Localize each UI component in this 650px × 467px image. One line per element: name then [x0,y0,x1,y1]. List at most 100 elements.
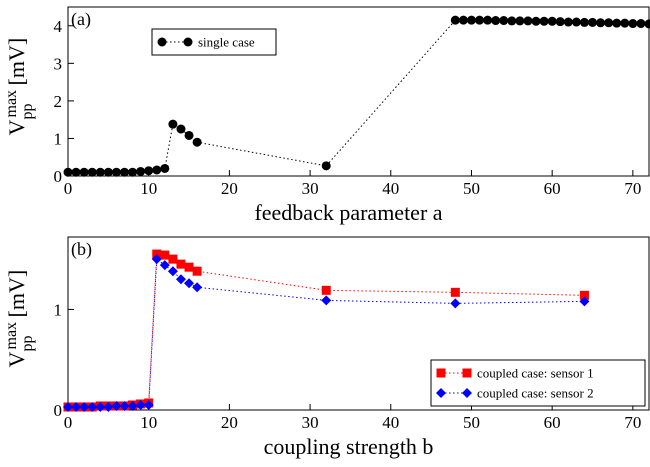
marker [192,282,203,293]
marker [151,254,162,265]
x-tick-label: 0 [64,413,73,432]
x-tick-label: 70 [624,413,641,432]
marker [168,119,178,129]
marker [515,16,525,26]
y-axis-label-base: V [4,352,29,368]
marker [499,16,509,26]
marker [636,19,646,29]
x-tick-label: 50 [463,179,480,198]
y-axis-label-sup: max [3,322,20,350]
marker [539,16,549,26]
marker [63,167,73,177]
marker [531,16,541,26]
marker [111,400,122,411]
y-axis-label-sub: pp [19,104,36,120]
x-tick-label: 10 [140,179,157,198]
marker [79,401,90,412]
marker [462,368,472,378]
marker [175,274,186,285]
marker [620,18,630,28]
marker [95,401,106,412]
panel-label: (b) [71,239,92,260]
marker [483,15,493,25]
marker [604,18,614,28]
marker [184,278,195,289]
marker [176,259,186,269]
marker [436,388,446,398]
x-axis-label: coupling strength b [264,434,434,459]
plot-frame [67,236,650,411]
marker [183,37,193,47]
marker [184,262,194,272]
marker [103,167,113,177]
marker [71,401,82,412]
legend-label: single case [198,35,255,50]
marker [160,250,170,260]
y-axis-label-unit: [mV] [4,270,29,318]
marker [507,16,517,26]
legend-label: coupled case: sensor 1 [477,366,594,381]
marker [157,37,167,47]
marker [579,296,590,307]
y-tick-label: 0 [54,167,63,186]
x-tick-label: 40 [382,413,399,432]
x-tick-label: 30 [302,413,319,432]
marker [450,287,460,297]
marker [192,266,202,276]
marker [475,15,485,25]
marker [555,17,565,27]
legend-box [151,28,277,56]
marker [491,16,501,26]
marker [579,17,589,27]
marker [152,165,162,175]
marker [152,249,162,259]
marker [450,15,460,25]
x-tick-label: 40 [382,179,399,198]
x-tick-label: 20 [221,413,238,432]
marker [588,17,598,27]
x-tick-label: 60 [544,413,561,432]
y-tick-label: 1 [54,129,63,148]
legend-label: coupled case: sensor 2 [477,386,594,401]
y-tick-label: 4 [54,17,63,36]
y-axis-label-sup: max [3,90,20,118]
marker [87,167,97,177]
x-tick-label: 20 [221,179,238,198]
marker [111,167,121,177]
marker [63,401,73,412]
marker [436,368,446,378]
marker [79,167,89,177]
marker [176,124,186,134]
marker [127,400,138,411]
marker [547,16,557,26]
y-axis-label-base: V [4,120,29,136]
marker [462,388,472,398]
marker [95,167,105,177]
marker [160,163,170,173]
y-tick-label: 3 [54,54,63,73]
marker [644,19,650,29]
x-tick-label: 70 [624,179,641,198]
y-tick-label: 2 [54,92,63,111]
marker [119,400,130,411]
marker [523,16,533,26]
marker [167,266,178,277]
marker [450,298,461,309]
marker [87,401,98,412]
x-tick-label: 50 [463,413,480,432]
marker [184,130,194,140]
y-tick-label: 1 [54,300,63,319]
x-tick-label: 0 [64,179,73,198]
y-tick-label: 0 [54,401,63,420]
marker [596,18,606,28]
marker [135,399,146,410]
marker [321,285,331,295]
marker [159,260,170,271]
marker [628,19,638,29]
marker [71,167,81,177]
marker [579,290,589,300]
marker [136,166,146,176]
marker [143,399,154,410]
y-axis-label-unit: [mV] [4,38,29,86]
